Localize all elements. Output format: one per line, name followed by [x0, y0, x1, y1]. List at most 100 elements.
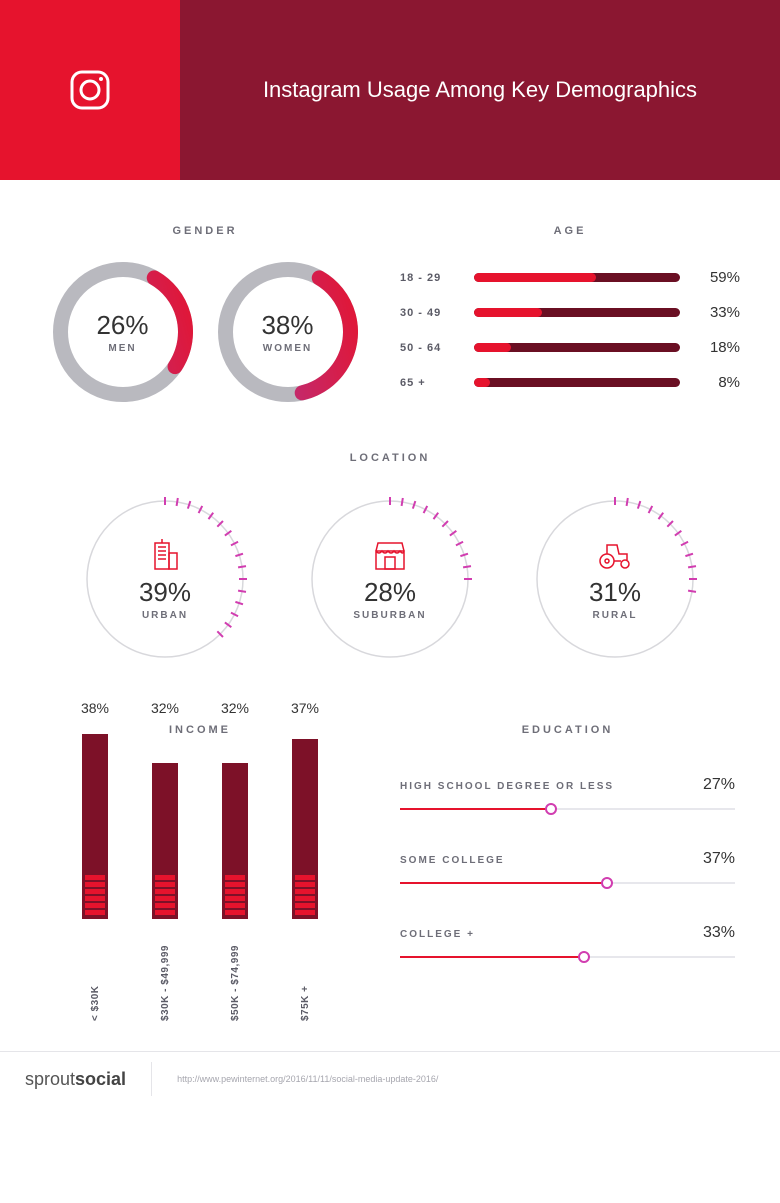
income-bar-fill — [82, 734, 108, 919]
header-title: Instagram Usage Among Key Demographics — [180, 0, 780, 180]
income-bar: 32% $50K - $74,999 — [215, 700, 255, 1021]
location-label: RURAL — [593, 610, 638, 621]
education-label: SOME COLLEGE — [400, 855, 505, 866]
age-label: 30 - 49 — [400, 307, 460, 319]
building-icon — [145, 537, 185, 571]
header-icon-container — [0, 0, 180, 180]
income-percent: 37% — [291, 700, 319, 716]
education-row: SOME COLLEGE 37% — [400, 850, 735, 884]
education-handle — [545, 803, 557, 815]
donut-percent: 26% — [96, 310, 148, 341]
age-rows: 18 - 29 59% 30 - 49 33% 50 - 64 18% 65 +… — [400, 269, 740, 391]
tractor-icon — [595, 537, 635, 571]
income-category: $50K - $74,999 — [230, 931, 241, 1021]
location-title: LOCATION — [40, 452, 740, 464]
location-percent: 39% — [139, 577, 191, 608]
row-gender-age: GENDER 26% MEN — [0, 180, 780, 412]
age-label: 18 - 29 — [400, 272, 460, 284]
donut-label: MEN — [108, 343, 136, 354]
age-percent: 33% — [694, 304, 740, 321]
education-handle — [601, 877, 613, 889]
income-percent: 32% — [151, 700, 179, 716]
income-percent: 32% — [221, 700, 249, 716]
education-track — [400, 882, 735, 884]
gender-donuts: 26% MEN 38% WOMEN — [40, 262, 370, 402]
income-percent: 38% — [81, 700, 109, 716]
income-bar-fill — [152, 763, 178, 919]
location-circle: 31% RURAL — [530, 494, 700, 664]
age-label: 65 + — [400, 377, 460, 389]
age-bar-fill — [474, 308, 542, 317]
location-circles: 39% URBAN 28% SUBURBAN 31% RURAL — [40, 494, 740, 664]
age-bar-fill — [474, 378, 490, 387]
age-bar-track — [474, 273, 680, 282]
location-label: URBAN — [142, 610, 188, 621]
location-percent: 31% — [589, 577, 641, 608]
income-bar-outer — [82, 724, 108, 919]
income-bar-fill — [222, 763, 248, 919]
income-bar: 38% < $30K — [75, 700, 115, 1021]
income-category: $75K + — [300, 931, 311, 1021]
income-bar-segments — [295, 875, 315, 915]
education-row: COLLEGE + 33% — [400, 924, 735, 958]
age-bar-track — [474, 308, 680, 317]
age-title: AGE — [400, 225, 740, 237]
age-row: 30 - 49 33% — [400, 304, 740, 321]
age-percent: 8% — [694, 374, 740, 391]
location-circle: 39% URBAN — [80, 494, 250, 664]
age-percent: 18% — [694, 339, 740, 356]
income-section: INCOME 38% < $30K 32% $30K - $49,999 32% — [60, 724, 340, 1021]
education-section: EDUCATION HIGH SCHOOL DEGREE OR LESS 27%… — [400, 724, 735, 1021]
education-percent: 27% — [703, 776, 735, 794]
footer-logo: sproutsocial — [25, 1069, 126, 1090]
income-bar: 32% $30K - $49,999 — [145, 700, 185, 1021]
age-row: 18 - 29 59% — [400, 269, 740, 286]
age-label: 50 - 64 — [400, 342, 460, 354]
location-circle: 28% SUBURBAN — [305, 494, 475, 664]
age-bar-fill — [474, 273, 596, 282]
age-row: 65 + 8% — [400, 374, 740, 391]
instagram-icon — [66, 66, 114, 114]
age-bar-fill — [474, 343, 511, 352]
gender-title: GENDER — [40, 225, 370, 237]
gender-section: GENDER 26% MEN — [40, 225, 370, 402]
income-category: < $30K — [90, 931, 101, 1021]
footer-source: http://www.pewinternet.org/2016/11/11/so… — [177, 1074, 438, 1084]
income-bar: 37% $75K + — [285, 700, 325, 1021]
header: Instagram Usage Among Key Demographics — [0, 0, 780, 180]
age-section: AGE 18 - 29 59% 30 - 49 33% 50 - 64 18% … — [400, 225, 740, 402]
education-rows: HIGH SCHOOL DEGREE OR LESS 27% SOME COLL… — [400, 776, 735, 958]
education-track — [400, 808, 735, 810]
location-section: LOCATION 39% URBAN 28% SUBURBAN — [0, 412, 780, 674]
infographic-page: Instagram Usage Among Key Demographics G… — [0, 0, 780, 1106]
education-fill — [400, 808, 551, 810]
age-bar-track — [474, 343, 680, 352]
education-percent: 37% — [703, 850, 735, 868]
education-title: EDUCATION — [400, 724, 735, 736]
education-handle — [578, 951, 590, 963]
location-label: SUBURBAN — [353, 610, 426, 621]
brand-light: sprout — [25, 1069, 75, 1089]
income-bar-outer — [222, 724, 248, 919]
income-bar-segments — [155, 875, 175, 915]
footer: sproutsocial http://www.pewinternet.org/… — [0, 1051, 780, 1106]
income-bars: 38% < $30K 32% $30K - $49,999 32% $50K - — [60, 761, 340, 1021]
brand-bold: social — [75, 1069, 126, 1089]
income-bar-outer — [292, 724, 318, 919]
page-title: Instagram Usage Among Key Demographics — [263, 77, 697, 103]
gender-donut: 26% MEN — [53, 262, 193, 402]
education-row: HIGH SCHOOL DEGREE OR LESS 27% — [400, 776, 735, 810]
age-bar-track — [474, 378, 680, 387]
education-track — [400, 956, 735, 958]
donut-label: WOMEN — [263, 343, 312, 354]
education-label: COLLEGE + — [400, 929, 475, 940]
income-bar-fill — [292, 739, 318, 919]
store-icon — [370, 537, 410, 571]
age-percent: 59% — [694, 269, 740, 286]
income-category: $30K - $49,999 — [160, 931, 171, 1021]
age-row: 50 - 64 18% — [400, 339, 740, 356]
income-bar-outer — [152, 724, 178, 919]
location-percent: 28% — [364, 577, 416, 608]
donut-percent: 38% — [261, 310, 313, 341]
footer-divider — [151, 1062, 152, 1096]
